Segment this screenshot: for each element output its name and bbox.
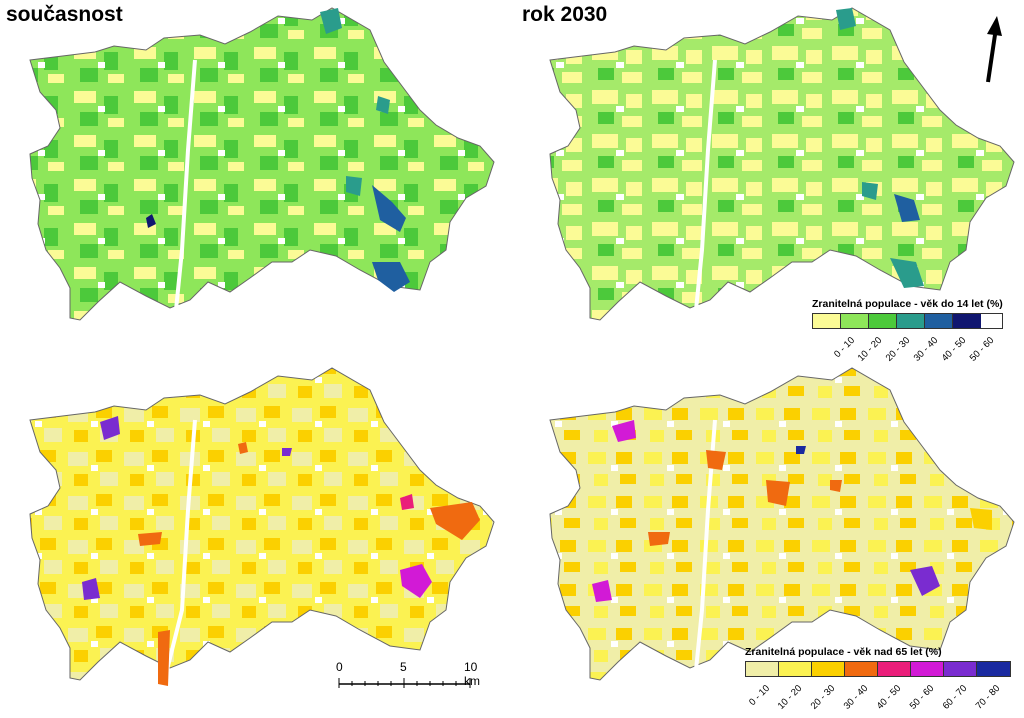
legend-young-label: 50 - 60 <box>967 335 997 364</box>
map-old-current <box>29 367 495 691</box>
legend-young-swatch <box>897 314 925 328</box>
legend-old-swatch <box>944 662 977 676</box>
legend-young-label: 0 - 10 <box>831 335 857 360</box>
north-arrow-icon <box>986 16 1002 83</box>
legend-young-label: 20 - 30 <box>883 335 913 364</box>
legend-old-swatch <box>878 662 911 676</box>
legend-old-swatch <box>746 662 779 676</box>
scale-label-0: 0 <box>336 660 343 674</box>
legend-old-label: 0 - 10 <box>746 683 772 708</box>
legend-old-swatch <box>779 662 812 676</box>
scale-bar: 0 5 10 km <box>336 660 480 694</box>
legend-old-swatch <box>845 662 878 676</box>
legend-young-title: Zranitelná populace - věk do 14 let (%) <box>812 298 1003 310</box>
legend-old-swatch <box>911 662 944 676</box>
legend-young-swatches <box>812 313 1003 329</box>
legend-old-swatches <box>745 661 1011 677</box>
legend-young-label: 40 - 50 <box>939 335 969 364</box>
legend-old-title: Zranitelná populace - věk nad 65 let (%) <box>745 646 942 658</box>
legend-young-labels: 0 - 10 10 - 20 20 - 30 30 - 40 40 - 50 5… <box>812 329 1003 364</box>
legend-old-swatch <box>812 662 845 676</box>
legend-old-label: 40 - 50 <box>875 683 904 712</box>
title-future: rok 2030 <box>522 3 608 26</box>
legend-old-label: 30 - 40 <box>842 683 871 712</box>
legend-old-label: 20 - 30 <box>809 683 838 712</box>
title-current: současnost <box>6 3 123 26</box>
legend-old-label: 10 - 20 <box>776 683 805 712</box>
legend-old-label: 70 - 80 <box>974 683 1003 712</box>
map-old-2030 <box>549 367 1015 681</box>
legend-young-swatch <box>841 314 869 328</box>
legend-old-label: 60 - 70 <box>941 683 970 712</box>
scale-bar-ticks <box>338 678 471 688</box>
legend-old-label: 50 - 60 <box>908 683 937 712</box>
scale-label-5: 5 <box>400 660 407 674</box>
legend-young-swatch <box>813 314 841 328</box>
legend-young-label: 30 - 40 <box>911 335 941 364</box>
legend-young-swatch <box>925 314 953 328</box>
legend-old-swatch <box>977 662 1010 676</box>
legend-young-swatch <box>953 314 981 328</box>
legend-old: Zranitelná populace - věk nad 65 let (%)… <box>745 646 1011 712</box>
legend-young-swatch <box>869 314 897 328</box>
legend-young: Zranitelná populace - věk do 14 let (%) … <box>812 298 1003 364</box>
legend-young-label: 10 - 20 <box>855 335 885 364</box>
map-young-current <box>29 7 495 321</box>
legend-old-labels: 0 - 10 10 - 20 20 - 30 30 - 40 40 - 50 5… <box>745 677 1011 712</box>
map-young-2030 <box>549 7 1015 321</box>
